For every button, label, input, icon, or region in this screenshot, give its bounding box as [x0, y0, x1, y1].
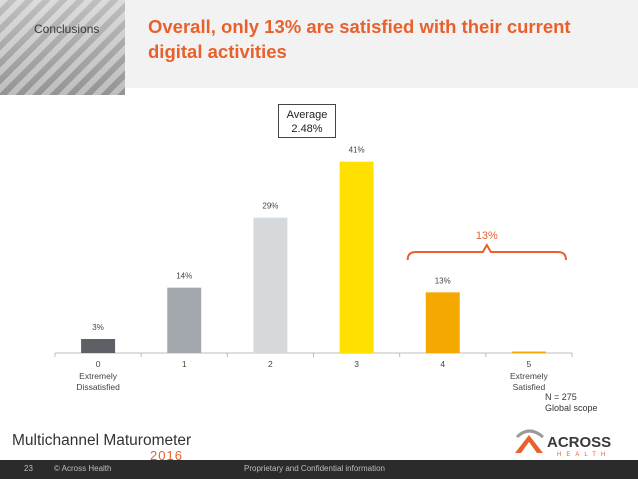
- bar-3: [339, 161, 374, 353]
- footer-page-number: 23: [24, 464, 33, 473]
- logo-name: ACROSS: [547, 434, 611, 451]
- data-label-4: 13%: [435, 276, 451, 285]
- data-label-1: 14%: [176, 272, 192, 281]
- bar-5: [511, 351, 546, 353]
- average-box: Average 2.48%: [278, 104, 336, 138]
- average-value: 2.48%: [291, 123, 323, 135]
- tick-label-4: 4: [440, 359, 445, 369]
- tick-label-0: 0: [96, 359, 101, 369]
- slide-title: Overall, only 13% are satisfied with the…: [148, 16, 571, 62]
- footer-copyright: © Across Health: [54, 464, 112, 473]
- data-label-0: 3%: [92, 323, 104, 332]
- maturometer-brand: Multichannel Maturometer: [12, 432, 192, 449]
- category-sublabel: Satisfied: [513, 382, 546, 392]
- tick-label-1: 1: [182, 359, 187, 369]
- bar-4: [425, 292, 460, 353]
- bar-0: [81, 339, 116, 353]
- scope-label: Global scope: [545, 403, 598, 413]
- tick-label-2: 2: [268, 359, 273, 369]
- sample-note: N = 275 Global scope: [545, 392, 598, 414]
- across-health-logo: ACROSS HEALTH: [515, 429, 611, 457]
- section-label: Conclusions: [34, 22, 100, 36]
- maturometer-year: 2016: [150, 448, 183, 463]
- category-sublabel: Dissatisfied: [76, 382, 120, 392]
- logo-sub: HEALTH: [557, 452, 610, 457]
- data-label-2: 29%: [262, 202, 278, 211]
- bar-1: [167, 287, 202, 353]
- section-tile: [0, 0, 125, 95]
- footer-bar: [0, 460, 638, 479]
- sample-size: N = 275: [545, 392, 577, 402]
- logo-mark-icon: [515, 435, 543, 453]
- footer-confidentiality: Proprietary and Confidential information: [244, 464, 385, 473]
- tick-label-3: 3: [354, 359, 359, 369]
- satisfied-bracket: [406, 242, 567, 261]
- tick-label-5: 5: [527, 359, 532, 369]
- bracket-label: 13%: [476, 230, 498, 242]
- data-label-3: 41%: [349, 146, 365, 155]
- average-label: Average: [286, 109, 328, 121]
- logo-arc-icon: [515, 429, 544, 439]
- category-sublabel: Extremely: [510, 371, 549, 381]
- bar-2: [253, 217, 288, 353]
- category-sublabel: Extremely: [79, 371, 118, 381]
